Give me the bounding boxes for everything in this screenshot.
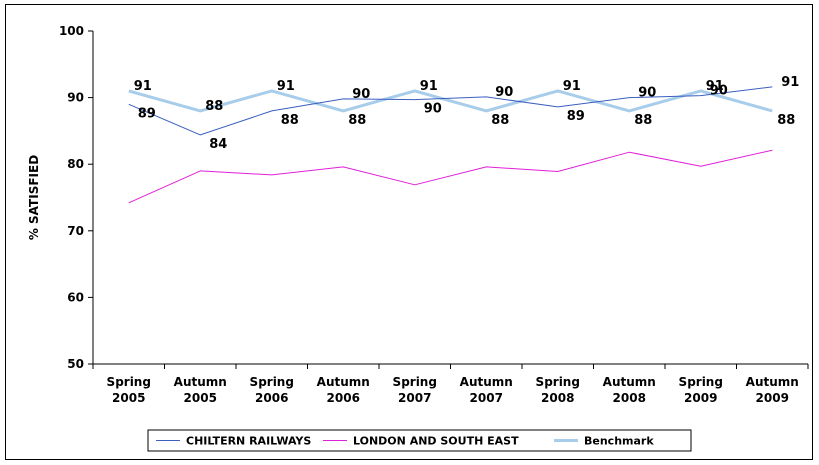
data-label: 90 (710, 84, 728, 99)
series-layer (128, 86, 773, 204)
x-tick-label: Autumn 2007 (460, 375, 513, 405)
series-line-benchmark (128, 89, 773, 113)
y-axis-title: % SATISFIED (27, 155, 41, 240)
legend-label: Benchmark (584, 435, 654, 448)
data-label: 90 (352, 87, 370, 102)
x-tick-label: Autumn 2005 (174, 375, 227, 405)
chart-svg: 50 60 70 80 90 100 Spring 2005 Autumn 2005 Spring 2… (27, 24, 809, 452)
series-line-london-and-south-east (128, 149, 773, 204)
x-tick-label: Spring 2009 (679, 375, 723, 405)
legend-label: LONDON AND SOUTH EAST (353, 435, 519, 448)
series-line-chiltern-railways (128, 86, 773, 136)
data-label: 91 (134, 79, 152, 94)
legend-box (147, 429, 692, 452)
chart-frame: 50 60 70 80 90 100 Spring 2005 Autumn 2005 Spring 2… (5, 4, 813, 460)
x-tick-label: Autumn 2006 (317, 375, 370, 405)
x-tick-label: Spring 2007 (393, 375, 437, 405)
data-label: 89 (567, 109, 585, 124)
x-tick-label: Autumn 2009 (746, 375, 799, 405)
x-tick-label: Autumn 2008 (603, 375, 656, 405)
y-tick-label: 70 (67, 224, 84, 238)
data-label: 89 (138, 106, 156, 121)
y-tick-label: 100 (59, 24, 84, 38)
x-tick-label: Spring 2005 (107, 375, 151, 405)
legend: CHILTERN RAILWAYS LONDON AND SOUTH EAST Be… (147, 429, 692, 452)
data-label: 91 (781, 75, 799, 90)
axes: 50 60 70 80 90 100 Spring 2005 Autumn 2005 Spring 2… (27, 24, 809, 405)
data-label: 88 (348, 113, 366, 128)
data-label: 91 (706, 79, 724, 94)
data-label: 88 (491, 113, 509, 128)
data-label: 88 (205, 99, 223, 114)
data-label: 90 (495, 85, 513, 100)
y-tick-label: 90 (67, 91, 84, 105)
legend-label: CHILTERN RAILWAYS (186, 435, 311, 448)
data-label: 88 (777, 113, 795, 128)
data-label: 90 (424, 102, 442, 117)
y-tick-label: 80 (67, 157, 84, 171)
y-tick-label: 50 (67, 357, 84, 371)
x-tick-label: Spring 2006 (250, 375, 294, 405)
x-tick-label: Spring 2008 (536, 375, 580, 405)
data-label: 91 (420, 79, 438, 94)
data-label: 88 (634, 113, 652, 128)
data-label: 91 (277, 79, 295, 94)
data-label: 90 (638, 86, 656, 101)
data-label: 84 (209, 137, 227, 152)
data-label: 91 (563, 79, 581, 94)
y-tick-label: 60 (67, 290, 84, 304)
data-label: 88 (281, 113, 299, 128)
